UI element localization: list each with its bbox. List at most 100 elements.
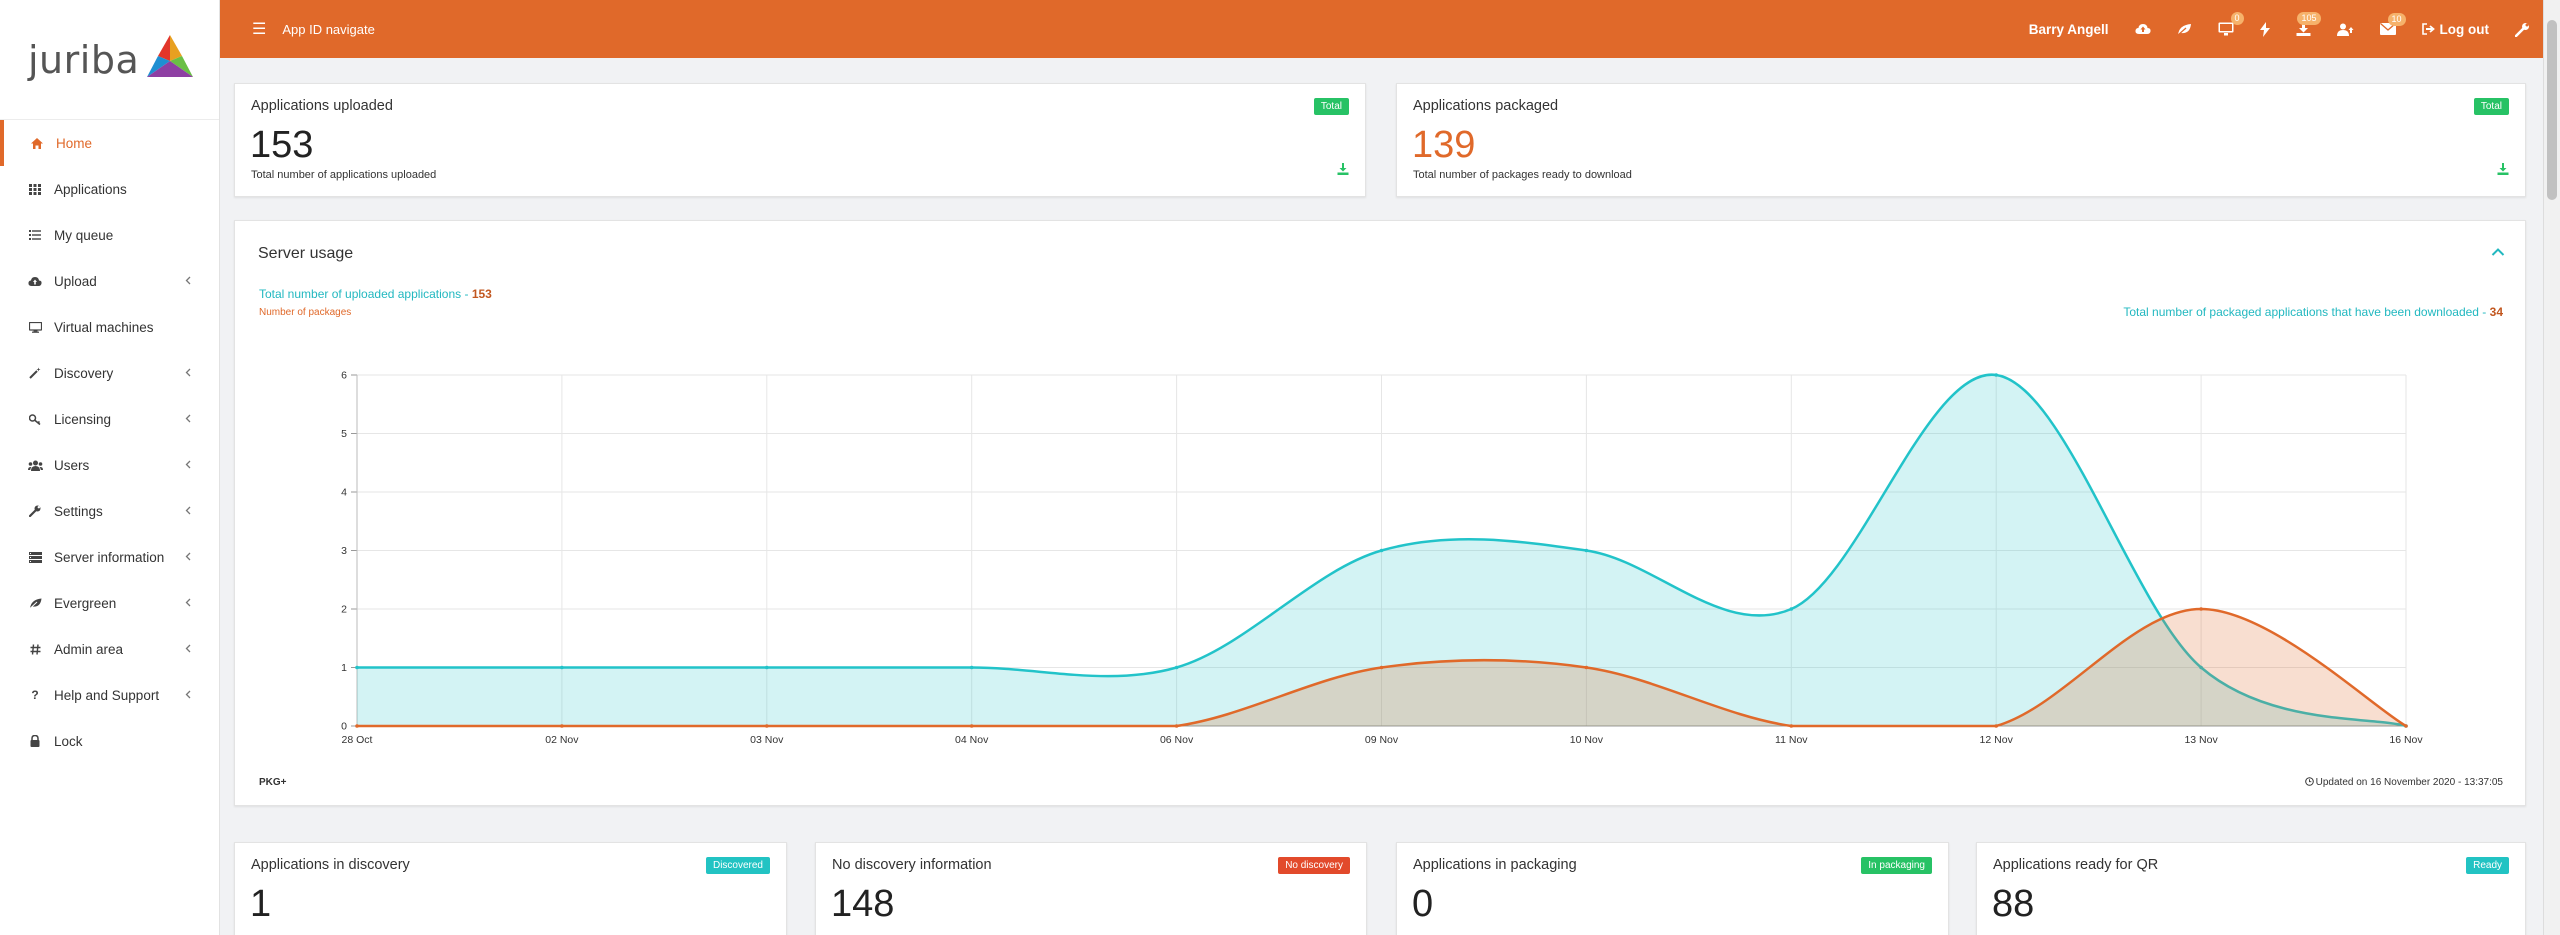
sidebar-item-label: Upload (54, 273, 97, 289)
data-point[interactable] (1789, 607, 1794, 611)
card-title: No discovery information (832, 857, 992, 873)
chevron-left-icon (185, 458, 191, 472)
data-point[interactable] (1379, 548, 1384, 553)
wrench-icon (26, 505, 44, 517)
data-point[interactable] (1174, 724, 1179, 728)
legend-downloaded-value: 34 (2489, 305, 2503, 319)
applications-ready-for-qr-card: Applications ready for QR Ready 88 (1976, 842, 2526, 935)
data-point[interactable] (2199, 665, 2203, 670)
data-point[interactable] (1174, 665, 1179, 670)
data-point[interactable] (765, 724, 769, 728)
logo-text: juriba (28, 37, 140, 82)
data-point[interactable] (969, 724, 974, 728)
lock-icon (26, 735, 44, 747)
download-icon[interactable] (2497, 162, 2509, 180)
sidebar-item-label: Help and Support (54, 687, 160, 703)
server-usage-chart: 0 1 2 3 4 5 6 28 Oct 02 Nov 03 Nov 04 Nov 06 Nov 09 … (341, 370, 2423, 747)
download-icon[interactable] (1337, 162, 1349, 180)
sidebar-item-evergreen[interactable]: Evergreen (0, 580, 219, 626)
sidebar-item-label: Evergreen (54, 595, 117, 611)
chevron-left-icon (185, 412, 191, 426)
sidebar-item-licensing[interactable]: Licensing (0, 396, 219, 442)
logout-label: Log out (2439, 21, 2489, 37)
y-tick-label: 3 (341, 545, 347, 557)
data-point[interactable] (355, 665, 359, 670)
sidebar-item-lock[interactable]: Lock (0, 718, 219, 764)
card-title: Applications packaged (1413, 98, 1559, 114)
sidebar-item-upload[interactable]: Upload (0, 258, 219, 304)
page-scrollbar[interactable] (2543, 0, 2560, 935)
data-point[interactable] (1789, 724, 1794, 728)
sidebar-item-virtual-machines[interactable]: Virtual machines (0, 304, 219, 350)
chevron-left-icon (185, 366, 191, 380)
legend-uploaded: Total number of uploaded applications - … (259, 287, 492, 301)
leaf-icon (26, 598, 44, 609)
sidebar-menu: Home Applications My queue Upload Virtual ma… (0, 120, 219, 764)
data-point[interactable] (2199, 607, 2203, 611)
data-point[interactable] (355, 724, 359, 728)
top-bar: ☰ App ID navigate Barry Angell 0 105 10 (220, 0, 2560, 58)
leaf-icon[interactable] (2177, 23, 2192, 36)
sidebar-item-admin-area[interactable]: Admin area (0, 626, 219, 672)
card-subtitle: Total number of packages ready to downlo… (1413, 169, 1632, 181)
data-point[interactable] (1379, 665, 1384, 670)
sidebar-item-my-queue[interactable]: My queue (0, 212, 219, 258)
download-icon[interactable]: 105 (2296, 12, 2321, 36)
hamburger-icon[interactable]: ☰ (252, 21, 267, 38)
data-point[interactable] (1994, 373, 1998, 377)
y-tick-label: 1 (341, 662, 347, 674)
logo[interactable]: juriba (0, 0, 219, 120)
data-point[interactable] (1584, 548, 1589, 553)
no-discovery-pill: No discovery (1278, 857, 1350, 874)
monitor-badge: 0 (2230, 12, 2244, 25)
sidebar-item-label: Lock (54, 733, 83, 749)
card-title: Applications ready for QR (1993, 857, 2159, 873)
logout-button[interactable]: Log out (2421, 21, 2489, 37)
data-point[interactable] (560, 665, 564, 670)
sidebar-item-server-information[interactable]: Server information (0, 534, 219, 580)
data-point[interactable] (1994, 724, 1998, 728)
cloud-upload-icon (26, 276, 44, 287)
legend-uploaded-label: Total number of uploaded applications - (259, 287, 472, 301)
applications-in-discovery-card: Applications in discovery Discovered 1 (234, 842, 787, 935)
legend-downloaded-label: Total number of packaged applications th… (2123, 305, 2490, 319)
card-title: Applications in discovery (251, 857, 410, 873)
sidebar-item-help-and-support[interactable]: ? Help and Support (0, 672, 219, 718)
cloud-icon[interactable] (2134, 23, 2151, 35)
scrollbar-thumb[interactable] (2547, 20, 2557, 200)
sidebar-item-discovery[interactable]: Discovery (0, 350, 219, 396)
sidebar: juriba Home Applications My queue Upload Vir… (0, 0, 220, 935)
sidebar-item-label: Home (56, 135, 93, 151)
sidebar-item-label: Server information (54, 549, 165, 565)
sidebar-item-applications[interactable]: Applications (0, 166, 219, 212)
series-line-1 (357, 607, 2407, 728)
x-tick-label: 09 Nov (1365, 734, 1399, 746)
card-value: 153 (250, 124, 314, 166)
y-tick-label: 2 (341, 604, 347, 616)
page-title: App ID navigate (282, 21, 375, 37)
envelope-icon[interactable]: 10 (2379, 13, 2406, 35)
chevron-left-icon (185, 274, 191, 288)
x-tick-label: 10 Nov (1570, 734, 1604, 746)
chevron-up-icon[interactable] (2491, 243, 2505, 261)
sidebar-item-users[interactable]: Users (0, 442, 219, 488)
monitor-icon[interactable]: 0 (2218, 12, 2244, 36)
sidebar-item-label: Licensing (54, 411, 112, 427)
data-point[interactable] (560, 724, 564, 728)
wrench-icon[interactable] (2515, 22, 2530, 37)
home-icon (28, 137, 46, 149)
user-upload-icon[interactable] (2336, 23, 2354, 36)
data-point[interactable] (1584, 665, 1589, 670)
bolt-icon[interactable] (2259, 21, 2270, 37)
card-value: 1 (250, 883, 272, 925)
data-point[interactable] (765, 665, 769, 670)
sidebar-item-settings[interactable]: Settings (0, 488, 219, 534)
card-subtitle: Total number of applications uploaded (251, 169, 437, 181)
data-point[interactable] (969, 665, 974, 670)
sidebar-item-home[interactable]: Home (0, 120, 219, 166)
data-point[interactable] (2404, 724, 2408, 728)
applications-in-packaging-card: Applications in packaging In packaging 0 (1396, 842, 1949, 935)
user-name[interactable]: Barry Angell (2028, 21, 2109, 37)
y-tick-label: 0 (341, 721, 347, 733)
y-tick-label: 5 (341, 428, 347, 440)
